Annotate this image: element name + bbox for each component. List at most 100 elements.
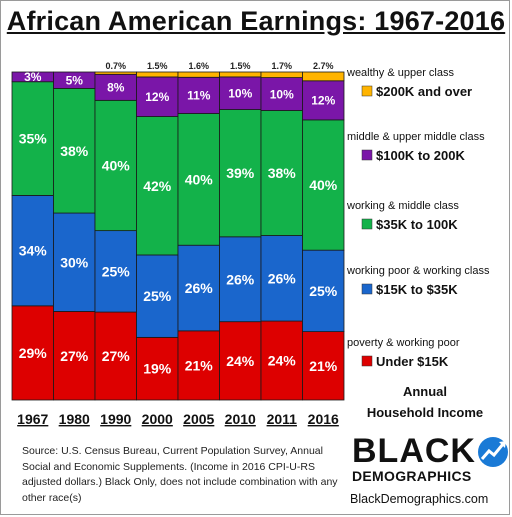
bar-segment-2011-s4 <box>260 71 303 78</box>
black-demographics-logo: BLACK DEMOGRAPHICS BlackDemographics.com <box>350 432 510 512</box>
logo-website: BlackDemographics.com <box>350 492 489 506</box>
data-label-2000-s3: 12% <box>145 90 169 104</box>
x-tick-2011: 2011 <box>267 411 298 427</box>
bar-segment-2010-s4 <box>219 71 262 78</box>
bar-segment-2016-s3 <box>302 80 345 121</box>
data-label-1990-s3: 8% <box>107 81 125 95</box>
bar-segment-2010-s2 <box>219 109 262 238</box>
bar-segment-2016-s1 <box>302 249 345 332</box>
bar-segment-1980-s1 <box>53 212 96 312</box>
bar-segment-2000-s4 <box>136 71 179 78</box>
logo-word-demographics: DEMOGRAPHICS <box>352 468 472 484</box>
x-tick-2010: 2010 <box>225 411 256 427</box>
data-label-1967-s2: 35% <box>19 131 48 147</box>
legend-entry-2: $35K to 100K <box>376 217 458 232</box>
bar-segment-2016-s4 <box>302 71 345 82</box>
legend-entry-4: $200K and over <box>376 84 472 99</box>
bar-segment-2016-s2 <box>302 119 345 251</box>
data-label-2005-s3: 11% <box>187 89 211 103</box>
legend-swatch-1 <box>361 283 373 295</box>
data-label-1967-s3: 3% <box>24 70 42 84</box>
data-label-1980-s2: 38% <box>60 143 89 159</box>
data-label-2011-s0: 24% <box>268 353 297 369</box>
bar-segment-1990-s0 <box>94 311 137 401</box>
data-label-2016-s2: 40% <box>309 177 338 193</box>
legend-entry-1: $15K to $35K <box>376 282 458 297</box>
legend-swatch-0 <box>361 355 373 367</box>
data-label-2000-s2: 42% <box>143 178 172 194</box>
annual-label-line2: Household Income <box>366 405 484 420</box>
data-label-1967-s1: 34% <box>19 243 48 259</box>
bar-segment-1990-s1 <box>94 230 137 313</box>
data-label-1980-s1: 30% <box>60 254 89 270</box>
bar-segment-2000-s1 <box>136 254 179 338</box>
data-label-2005-s2: 40% <box>185 171 214 187</box>
bar-segment-1990-s3 <box>94 73 137 101</box>
data-label-2016-s0: 21% <box>309 358 338 374</box>
top-label-2016: 2.7% <box>313 61 334 71</box>
top-label-1990: 0.7% <box>105 61 126 71</box>
legend-swatch-4 <box>361 85 373 97</box>
legend-group-4: wealthy & upper class <box>346 67 454 79</box>
data-label-1980-s0: 27% <box>60 348 89 364</box>
data-label-2005-s0: 21% <box>185 357 214 373</box>
data-label-2010-s3: 10% <box>228 87 252 101</box>
legend-group-0: poverty & working poor <box>347 337 460 349</box>
legend-group-3: middle & upper middle class <box>347 131 485 143</box>
chart-title: African American Earnings: 1967-2016 <box>6 6 506 36</box>
legend-entry-0: Under $15K <box>376 354 449 369</box>
legend-group-1: working poor & working class <box>346 265 490 277</box>
bar-segment-2005-s4 <box>177 71 220 78</box>
data-label-1990-s2: 40% <box>102 158 131 174</box>
legend-swatch-3 <box>361 149 373 161</box>
bar-segment-2005-s1 <box>177 244 220 332</box>
bar-segment-1967-s0 <box>11 305 54 401</box>
bar-segment-2000-s3 <box>136 76 179 117</box>
bar-segment-2011-s1 <box>260 235 303 322</box>
bar-segment-2016-s0 <box>302 331 345 401</box>
bar-segment-1980-s2 <box>53 88 96 214</box>
data-label-1980-s3: 5% <box>66 74 84 88</box>
logo-word-black: BLACK <box>352 432 476 470</box>
data-label-2016-s1: 25% <box>309 283 338 299</box>
x-tick-2005: 2005 <box>183 411 214 427</box>
data-label-2016-s3: 12% <box>311 94 335 108</box>
data-label-2010-s0: 24% <box>226 353 255 369</box>
annual-label-line1: Annual <box>402 384 448 399</box>
legend-group-2: working & middle class <box>346 200 459 212</box>
data-label-2010-s2: 39% <box>226 165 255 181</box>
data-label-2010-s1: 26% <box>226 271 255 287</box>
x-tick-1990: 1990 <box>100 411 131 427</box>
data-label-2011-s1: 26% <box>268 270 297 286</box>
data-label-1967-s0: 29% <box>19 345 48 361</box>
bar-segment-2011-s0 <box>260 320 303 401</box>
bar-segment-1980-s0 <box>53 311 96 401</box>
data-label-2011-s3: 10% <box>270 87 294 101</box>
x-tick-2000: 2000 <box>142 411 173 427</box>
bar-segment-1990-s4 <box>94 71 137 75</box>
legend-swatch-2 <box>361 218 373 230</box>
bar-segment-2005-s3 <box>177 76 220 114</box>
trend-arrow-icon <box>478 437 508 467</box>
top-label-2005: 1.6% <box>188 61 209 71</box>
data-label-2011-s2: 38% <box>268 165 297 181</box>
top-label-2000: 1.5% <box>147 61 168 71</box>
data-label-1990-s1: 25% <box>102 263 131 279</box>
top-label-2011: 1.7% <box>271 61 292 71</box>
source-note: Source: U.S. Census Bureau, Current Popu… <box>22 445 338 504</box>
data-label-2000-s1: 25% <box>143 288 172 304</box>
bar-segment-1990-s2 <box>94 99 137 232</box>
legend-entry-3: $100K to 200K <box>376 148 465 163</box>
bar-segment-2000-s0 <box>136 336 179 401</box>
data-label-2000-s0: 19% <box>143 361 172 377</box>
data-label-1990-s0: 27% <box>102 348 131 364</box>
annual-household-income-label: Annual Household Income <box>340 381 510 423</box>
x-tick-1967: 1967 <box>17 411 48 427</box>
x-tick-1980: 1980 <box>59 411 90 427</box>
data-label-2005-s1: 26% <box>185 280 214 296</box>
bar-segment-2010-s1 <box>219 236 262 323</box>
top-label-2010: 1.5% <box>230 61 251 71</box>
x-tick-2016: 2016 <box>308 411 339 427</box>
